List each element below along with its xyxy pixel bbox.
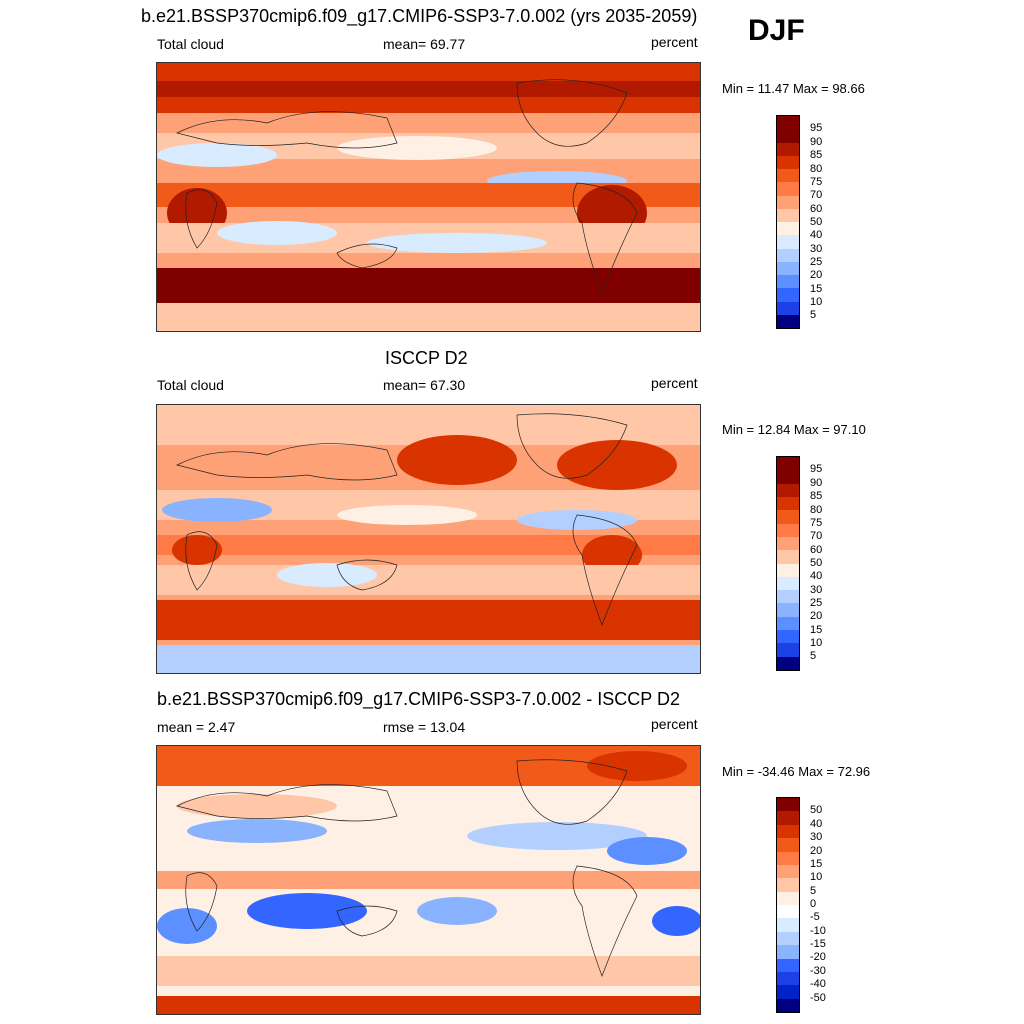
cbar-3-tick: -50 [810,992,826,1004]
cbar-1-tick: 70 [810,189,823,201]
panel-2-title: ISCCP D2 [385,348,468,368]
cbar-3-tick: -15 [810,938,826,950]
cbar-3-tick: 10 [810,871,823,883]
panel-2-variable: Total cloud [157,377,224,393]
panel-3-minmax: Min = -34.46 Max = 72.96 [722,764,871,779]
panel-1-mean: mean= 69.77 [383,36,466,52]
panel-2-units: percent [651,375,698,391]
cbar-1-tick: 90 [810,136,823,148]
panel-2-colorbar [776,456,800,671]
cbar-2-tick: 40 [810,570,823,582]
panel-1-title: b.e21.BSSP370cmip6.f09_g17.CMIP6-SSP3-7.… [141,6,698,26]
cbar-1-tick: 30 [810,243,823,255]
cbar-2-tick: 80 [810,504,823,516]
cbar-3-tick: 0 [810,898,817,910]
cbar-2-tick: 30 [810,584,823,596]
panel-1-colorbar [776,115,800,329]
cbar-2-tick: 15 [810,624,823,636]
cbar-1-tick: 15 [810,283,823,295]
cbar-3-tick: 15 [810,858,823,870]
panel-2-mean: mean= 67.30 [383,377,466,393]
cbar-3-tick: 30 [810,831,823,843]
cbar-2-tick: 10 [810,637,823,649]
panel-3-rmse: rmse = 13.04 [383,719,466,735]
cbar-1-tick: 20 [810,269,823,281]
cbar-2-tick: 75 [810,517,823,529]
panel-1-units: percent [651,34,698,50]
panel-2-minmax: Min = 12.84 Max = 97.10 [722,422,866,437]
panel-3-map [156,745,701,1015]
panel-1-map [156,62,701,332]
cbar-3-tick: -10 [810,925,826,937]
cbar-2-tick: 70 [810,530,823,542]
cbar-1-tick: 5 [810,309,817,321]
panel-3-title: b.e21.BSSP370cmip6.f09_g17.CMIP6-SSP3-7.… [157,689,680,709]
cbar-3-tick: -30 [810,965,826,977]
cbar-3-tick: 5 [810,885,817,897]
cbar-1-tick: 85 [810,149,823,161]
cbar-1-tick: 25 [810,256,823,268]
panel-3-mean: mean = 2.47 [157,719,236,735]
cbar-1-tick: 50 [810,216,823,228]
panel-3-colorbar [776,797,800,1013]
cbar-3-tick: 20 [810,845,823,857]
cbar-1-tick: 95 [810,122,823,134]
cbar-2-tick: 20 [810,610,823,622]
cbar-2-tick: 60 [810,544,823,556]
cbar-2-tick: 90 [810,477,823,489]
cbar-1-tick: 75 [810,176,823,188]
cbar-3-tick: -40 [810,978,826,990]
cbar-2-tick: 85 [810,490,823,502]
panel-2-map [156,404,701,674]
cbar-1-tick: 10 [810,296,823,308]
cbar-2-tick: 5 [810,650,817,662]
cbar-3-tick: -20 [810,951,826,963]
panel-3-units: percent [651,716,698,732]
cbar-1-tick: 80 [810,163,823,175]
cbar-1-tick: 60 [810,203,823,215]
panel-1-variable: Total cloud [157,36,224,52]
cbar-3-tick: -5 [810,911,820,923]
season-label: DJF [748,14,805,47]
panel-1-minmax: Min = 11.47 Max = 98.66 [722,81,865,96]
cbar-2-tick: 95 [810,463,823,475]
cbar-2-tick: 25 [810,597,823,609]
cbar-3-tick: 40 [810,818,823,830]
cbar-1-tick: 40 [810,229,823,241]
cbar-2-tick: 50 [810,557,823,569]
cbar-3-tick: 50 [810,804,823,816]
